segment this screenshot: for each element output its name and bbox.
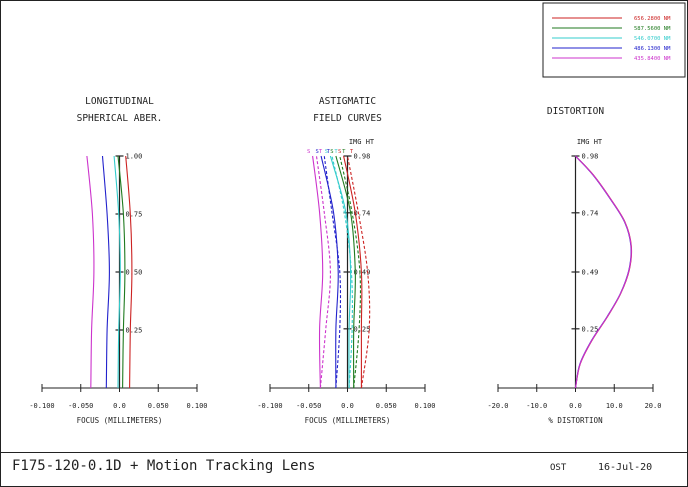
- longitudinal-series-line: [125, 155, 133, 389]
- astigmatic-tangential-label: T: [342, 149, 346, 155]
- astigmatic-sagittal-label: S: [325, 149, 328, 155]
- distortion-series-line: [574, 155, 632, 389]
- distortion-x-tick-label: 10.0: [606, 402, 623, 410]
- longitudinal-y-tick-label: 0.50: [126, 269, 143, 277]
- longitudinal-x-tick-label: 0.0: [113, 402, 126, 410]
- astigmatic-sagittal-label: S: [338, 149, 341, 155]
- legend-label: 656.2800 NM: [634, 16, 671, 22]
- date-label: 16-Jul-20: [598, 462, 653, 473]
- astigmatic-tangential-label: T: [334, 149, 338, 155]
- astigmatic-x-tick-label: 0.050: [376, 402, 397, 410]
- astigmatic-y-tick-label: 0.74: [354, 209, 371, 217]
- legend-label: 435.8400 NM: [634, 56, 671, 62]
- legend-box: [542, 2, 686, 78]
- org-label: OST: [550, 463, 567, 473]
- astigmatic-y-tick-label: 0.98: [354, 153, 371, 161]
- longitudinal-x-tick-label: -0.100: [29, 402, 54, 410]
- longitudinal-x-tick-label: 0.100: [186, 402, 207, 410]
- longitudinal-x-tick-label: 0.050: [148, 402, 169, 410]
- distortion-y-tick-label: 0.98: [582, 153, 599, 161]
- astigmatic-tangential-line: [346, 155, 371, 389]
- distortion-title: DISTORTION: [547, 106, 604, 117]
- astigmatic-x-tick-label: 0.0: [341, 402, 354, 410]
- footer-divider: [0, 452, 688, 453]
- distortion-y-tick-label: 0.74: [582, 209, 599, 217]
- astigmatic-x-tick-label: -0.100: [257, 402, 282, 410]
- astigmatic-y-label: IMG HT: [349, 138, 375, 146]
- astigmatic-sagittal-label: S: [315, 149, 318, 155]
- longitudinal-y-tick-label: 0.25: [126, 327, 143, 335]
- astigmatic-tangential-label: T: [350, 149, 354, 155]
- longitudinal-title: SPHERICAL ABER.: [77, 113, 163, 124]
- longitudinal-series-line: [86, 155, 95, 389]
- distortion-y-label: IMG HT: [577, 138, 603, 146]
- astigmatic-tangential-label: T: [319, 149, 323, 155]
- distortion-x-tick-label: -10.0: [526, 402, 547, 410]
- longitudinal-x-label: FOCUS (MILLIMETERS): [77, 416, 163, 425]
- longitudinal-x-tick-label: -0.050: [68, 402, 93, 410]
- distortion-x-tick-label: -20.0: [487, 402, 508, 410]
- longitudinal-series-line: [117, 155, 126, 389]
- astigmatic-tangential-line: [323, 155, 342, 389]
- optical-analysis-chart: 656.2800 NM 587.5600 NM 546.0700 NM 486.130…: [29, 2, 686, 425]
- astigmatic-tangential-line: [315, 155, 331, 389]
- astigmatic-sagittal-line: [343, 155, 363, 389]
- astigmatic-x-label: FOCUS (MILLIMETERS): [305, 416, 391, 425]
- astigmatic-tangential-line: [331, 155, 353, 389]
- distortion-y-tick-label: 0.49: [582, 269, 599, 277]
- astigmatic-sagittal-line: [335, 155, 356, 389]
- astigmatic-sagittal-line: [312, 155, 324, 389]
- astigmatic-sagittal-label: S: [307, 149, 310, 155]
- astigmatic-sagittal-label: S: [330, 149, 333, 155]
- legend-label: 546.0700 NM: [634, 36, 671, 42]
- legend-label: 486.1300 NM: [634, 46, 671, 52]
- longitudinal-title: LONGITUDINAL: [85, 96, 154, 107]
- astigmatic-title: ASTIGMATIC: [319, 96, 376, 107]
- longitudinal-y-tick-label: 0.75: [126, 211, 143, 219]
- legend-label: 587.5600 NM: [634, 26, 671, 32]
- longitudinal-series-line: [113, 155, 121, 389]
- astigmatic-title: FIELD CURVES: [313, 113, 382, 124]
- lens-title: F175-120-0.1D + Motion Tracking Lens: [12, 458, 316, 474]
- astigmatic-tangential-line: [339, 155, 362, 389]
- astigmatic-tangential-label: T: [327, 149, 331, 155]
- astigmatic-sagittal-line: [329, 155, 352, 389]
- distortion-x-label: % DISTORTION: [548, 416, 602, 425]
- distortion-x-tick-label: 0.0: [569, 402, 582, 410]
- distortion-x-tick-label: 20.0: [645, 402, 662, 410]
- astigmatic-sagittal-line: [320, 155, 339, 389]
- astigmatic-x-tick-label: -0.050: [296, 402, 321, 410]
- longitudinal-series-line: [101, 155, 110, 389]
- distortion-y-tick-label: 0.25: [582, 325, 599, 333]
- longitudinal-y-tick-label: 1.00: [126, 153, 143, 161]
- astigmatic-x-tick-label: 0.100: [414, 402, 435, 410]
